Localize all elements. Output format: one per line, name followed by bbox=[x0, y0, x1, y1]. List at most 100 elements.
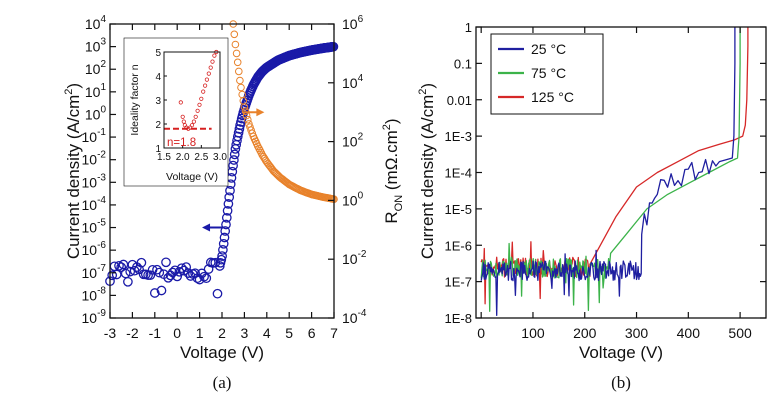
y-tick-label: 10-3 bbox=[82, 172, 107, 190]
y2-tick-label: 100 bbox=[342, 190, 364, 208]
y-tick-label: 103 bbox=[85, 37, 107, 55]
current-density-point bbox=[228, 160, 238, 171]
y-tick-label: 10-1 bbox=[82, 127, 107, 145]
current-density-point bbox=[219, 232, 230, 243]
legend-label: 125 °C bbox=[531, 89, 574, 105]
x-tick-label: 500 bbox=[728, 325, 752, 341]
current-density-point bbox=[161, 257, 171, 268]
panel-b-y-label: Current density (A/cm2) bbox=[417, 83, 437, 259]
inset-background bbox=[123, 37, 229, 187]
inset-y-tick-label: 2 bbox=[155, 120, 161, 131]
panel-a-caption: (a) bbox=[213, 373, 232, 392]
inset-y-ticks: 1 2 3 4 5 bbox=[155, 48, 167, 155]
panel-a-y-ticks: 10-9 10-8 10-7 10-6 10-5 10-4 10-3 10-2 10-1 100 1… bbox=[82, 14, 116, 326]
y-tick-label: 10-2 bbox=[82, 150, 107, 168]
x-tick-label: -2 bbox=[126, 325, 139, 341]
current-density-point bbox=[229, 149, 240, 160]
current-density-point bbox=[116, 262, 127, 273]
current-density-point bbox=[218, 245, 228, 255]
legend-label: 75 °C bbox=[531, 65, 566, 81]
right-arrow-head bbox=[256, 108, 265, 117]
ideality-point bbox=[189, 123, 195, 128]
ideality-point bbox=[206, 71, 211, 76]
y-tick-label: 1E-3 bbox=[445, 129, 472, 144]
on-resistance-point bbox=[235, 67, 243, 76]
ideality-point bbox=[195, 108, 200, 113]
panel-a-inset: 1.5 2.0 2.5 3.0 1 2 3 4 5 Voltage (V) Ideality … bbox=[123, 37, 229, 187]
on-resistance-point bbox=[230, 30, 239, 39]
current-density-point bbox=[221, 219, 231, 230]
current-density-point bbox=[181, 262, 192, 272]
ideality-point bbox=[203, 83, 208, 88]
current-density-point bbox=[199, 271, 209, 282]
current-density-point bbox=[145, 270, 156, 281]
inset-x-tick-label: 1.5 bbox=[157, 152, 171, 163]
current-density-point bbox=[152, 264, 162, 275]
y-tick-label: 10-8 bbox=[82, 285, 107, 303]
y-tick-label: 1E-4 bbox=[445, 166, 472, 181]
left-arrow-head bbox=[202, 223, 211, 232]
on-resistance-point bbox=[244, 115, 252, 124]
current-density-point bbox=[147, 264, 158, 275]
panel-a-x-label: Voltage (V) bbox=[180, 343, 264, 362]
y-tick-label: 10-4 bbox=[82, 195, 107, 213]
y-tick-label: 10-7 bbox=[82, 263, 107, 281]
x-tick-label: -1 bbox=[149, 325, 162, 341]
y2-tick-label: 106 bbox=[342, 14, 364, 32]
panel-a-marks bbox=[105, 20, 339, 299]
current-density-point bbox=[154, 267, 165, 278]
ideality-point bbox=[199, 96, 204, 101]
current-density-point bbox=[136, 257, 147, 268]
panel-b-x-label: Voltage (V) bbox=[579, 343, 663, 362]
panel-a-y2-ticks: 10-4 10-2 100 102 104 106 bbox=[328, 14, 367, 326]
current-density-point bbox=[190, 268, 200, 279]
panel-a-arrows bbox=[202, 108, 265, 232]
x-tick-label: 5 bbox=[285, 325, 293, 341]
on-resistance-point bbox=[232, 49, 241, 58]
ideality-point bbox=[204, 77, 209, 82]
ideality-point bbox=[197, 102, 202, 107]
current-density-point bbox=[156, 285, 167, 296]
inset-x-tick-label: 2.5 bbox=[194, 152, 208, 163]
ideality-point bbox=[181, 119, 186, 124]
panel-a-x-ticks: -3 -2 -1 0 1 2 3 4 5 6 7 bbox=[104, 24, 338, 341]
current-density-point bbox=[183, 268, 194, 278]
current-density-point bbox=[221, 212, 232, 223]
current-density-point bbox=[111, 269, 122, 280]
inset-x-ticks: 1.5 2.0 2.5 3.0 bbox=[157, 145, 227, 163]
y-tick-label: 102 bbox=[85, 59, 107, 77]
inset-y-tick-label: 5 bbox=[155, 48, 161, 59]
x-tick-label: 7 bbox=[330, 325, 338, 341]
ideality-point bbox=[178, 100, 183, 105]
x-tick-label: 6 bbox=[308, 325, 316, 341]
ideality-point bbox=[180, 114, 185, 119]
inset-y-tick-label: 4 bbox=[155, 72, 161, 83]
x-tick-label: 4 bbox=[263, 325, 271, 341]
y-tick-label: 100 bbox=[85, 104, 107, 122]
ideality-point bbox=[201, 89, 206, 94]
y-tick-label: 1E-8 bbox=[445, 311, 472, 326]
panel-b-y-ticks: 1E-8 1E-7 1E-6 1E-5 1E-4 1E-3 0.01 0.1 1 bbox=[445, 20, 766, 326]
on-resistance-point bbox=[233, 58, 242, 67]
y2-tick-label: 102 bbox=[342, 132, 364, 150]
y-tick-label: 10-6 bbox=[82, 240, 107, 258]
panel-b-legend: 25 °C 75 °C 125 °C bbox=[490, 33, 604, 115]
current-density-point bbox=[218, 238, 229, 249]
y-tick-label: 104 bbox=[85, 14, 107, 32]
inset-y-label: Ideality factor n bbox=[129, 64, 141, 135]
on-resistance-point bbox=[237, 83, 245, 92]
current-density-point bbox=[172, 271, 183, 282]
inset-y-tick-label: 3 bbox=[155, 96, 161, 107]
current-density-point bbox=[222, 205, 233, 216]
current-density-point bbox=[217, 251, 227, 261]
inset-y-tick-label: 1 bbox=[155, 144, 161, 155]
x-tick-label: 2 bbox=[218, 325, 226, 341]
current-density-point bbox=[125, 266, 136, 277]
panel-b-marks bbox=[480, 27, 749, 317]
current-density-point bbox=[216, 254, 227, 265]
y-tick-label: 0.01 bbox=[447, 93, 472, 108]
inset-x-label: Voltage (V) bbox=[166, 171, 218, 183]
y-tick-label: 101 bbox=[85, 82, 107, 100]
x-tick-label: 1 bbox=[196, 325, 204, 341]
